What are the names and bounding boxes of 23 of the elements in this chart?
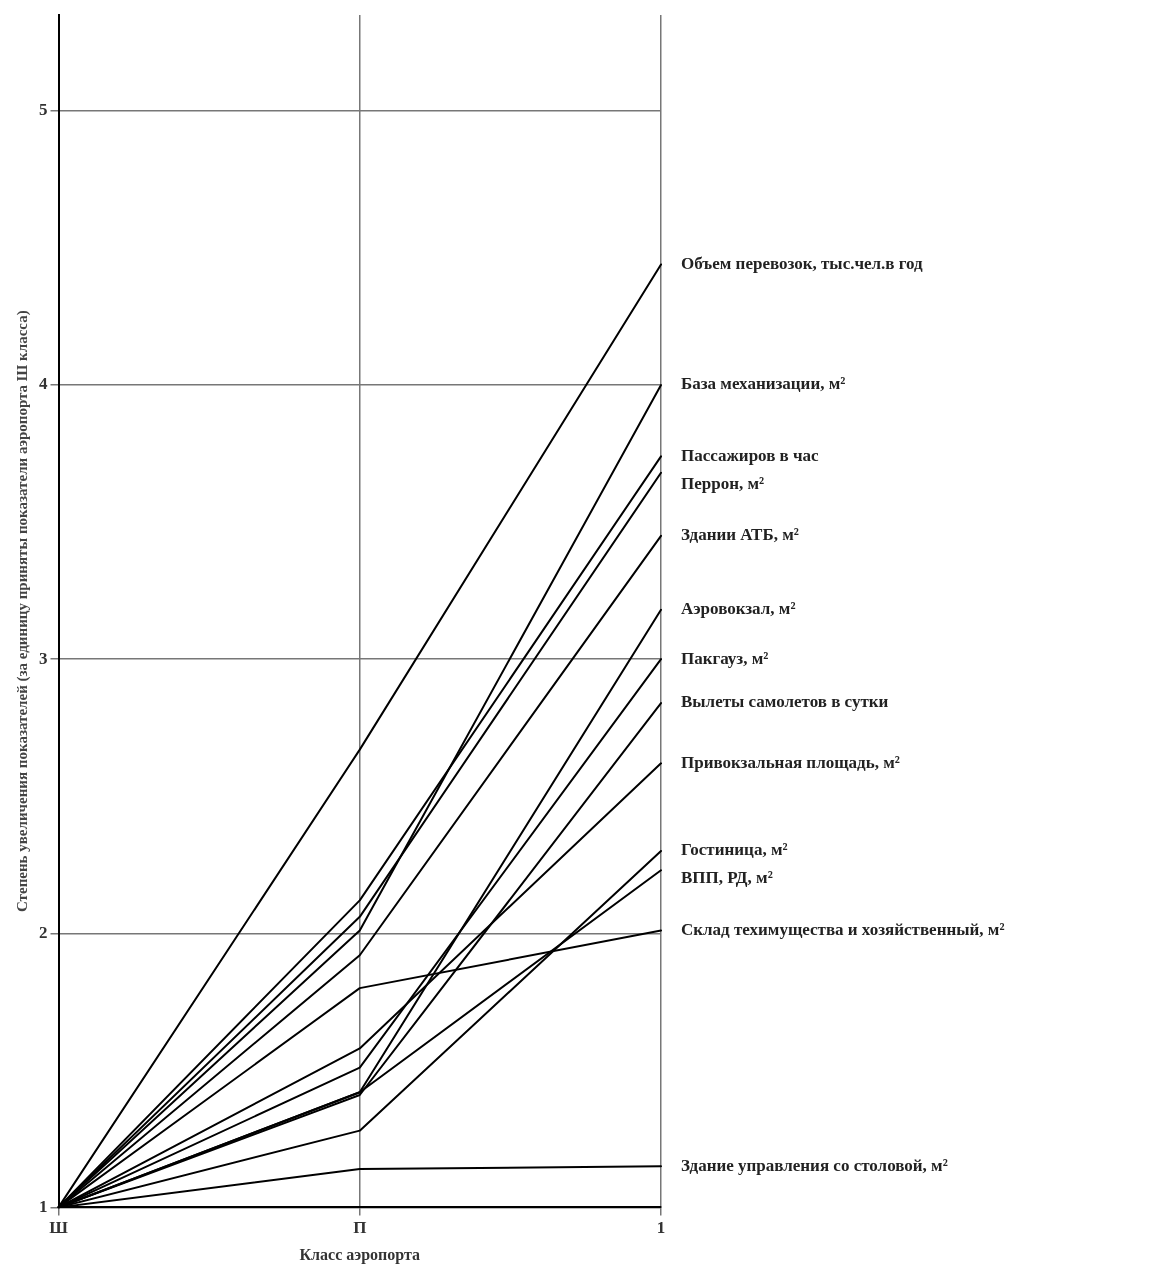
y-tick-label: 3 <box>39 648 48 668</box>
y-tick-label: 5 <box>39 100 48 120</box>
x-tick-label: 1 <box>656 1217 666 1237</box>
series-label: Склад техимущества и хозяйственный, м² <box>681 919 1005 939</box>
x-tick-label: П <box>353 1217 367 1237</box>
series-label: Аэровокзал, м² <box>681 599 796 619</box>
series-label: Вылеты самолетов в сутки <box>681 692 889 712</box>
series-label: Гостиница, м² <box>681 840 788 860</box>
y-tick-label: 4 <box>39 374 48 394</box>
x-tick-label: Ш <box>49 1217 69 1237</box>
series-label: База механизации, м² <box>681 374 846 394</box>
series-label: Пакгауз, м² <box>681 648 769 668</box>
series-label: Перрон, м² <box>681 473 765 493</box>
series-label: Пассажиров в час <box>681 445 820 465</box>
series-label: Объем перевозок, тыс.чел.в год <box>681 253 924 273</box>
x-axis-title: Класс аэропорта <box>299 1245 421 1264</box>
series-label: ВПП, РД, м² <box>681 868 773 888</box>
y-axis-title: Степень увеличения показателей (за единицу приняты показатели аэропорта Ш класса) <box>13 310 31 913</box>
series-label: Здании АТБ, м² <box>681 525 799 545</box>
y-tick-label: 1 <box>39 1196 48 1216</box>
series-label: Здание управления со столовой, м² <box>681 1155 948 1175</box>
y-tick-label: 2 <box>39 922 48 942</box>
series-label: Привокзальная площадь, м² <box>681 752 900 772</box>
